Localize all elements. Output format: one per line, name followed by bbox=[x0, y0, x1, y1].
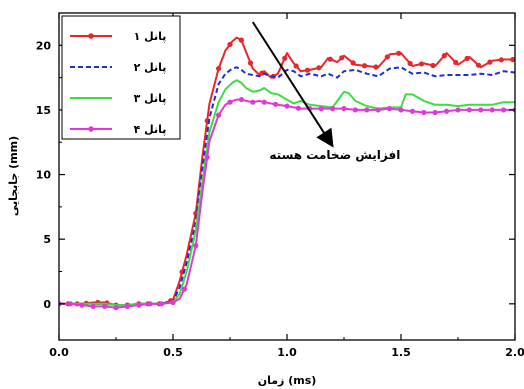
legend-label-2: پانل ۲ bbox=[134, 61, 167, 74]
series-1-point bbox=[464, 55, 470, 62]
series-1-point bbox=[373, 64, 379, 70]
series-4-point bbox=[147, 301, 153, 307]
series-4-point bbox=[364, 107, 370, 113]
series-4-point bbox=[273, 101, 279, 107]
x-tick-label: 1.5 bbox=[391, 346, 411, 359]
series-1-point bbox=[339, 55, 345, 61]
x-tick-label: 0.0 bbox=[49, 346, 69, 359]
x-axis-label: زمان (ms) bbox=[258, 374, 317, 387]
series-4-point bbox=[421, 109, 427, 116]
series-4-point bbox=[489, 107, 495, 113]
series-4-point bbox=[409, 108, 415, 114]
series-1-point bbox=[510, 56, 515, 63]
series-4-point bbox=[432, 109, 438, 116]
series-1-point bbox=[304, 67, 311, 73]
series-1-point bbox=[407, 60, 413, 67]
series-1-point bbox=[487, 59, 493, 65]
series-4-point bbox=[136, 302, 142, 308]
series-4-point bbox=[238, 96, 244, 103]
series-4-point bbox=[227, 99, 233, 105]
series-1-point bbox=[327, 56, 333, 62]
series-4-point bbox=[295, 105, 301, 111]
series-4-point bbox=[181, 286, 187, 292]
series-4-point bbox=[387, 106, 393, 112]
series-4-point bbox=[90, 303, 96, 309]
legend-marker-4 bbox=[88, 126, 94, 132]
series-1-point bbox=[498, 57, 504, 63]
x-tick-label: 2.0 bbox=[505, 346, 524, 359]
y-tick-label: 5 bbox=[43, 233, 51, 246]
series-1-point bbox=[293, 63, 299, 69]
y-tick-label: 0 bbox=[43, 298, 51, 311]
series-4-point bbox=[501, 107, 507, 113]
series-4-point bbox=[444, 108, 450, 114]
series-1-point bbox=[247, 60, 254, 66]
series-4-point bbox=[478, 107, 484, 113]
series-line-2 bbox=[59, 66, 515, 307]
series-4-point bbox=[124, 303, 130, 309]
series-4-point bbox=[284, 103, 290, 109]
series-4-point bbox=[193, 243, 199, 249]
y-axis-label: جابجایی (mm) bbox=[7, 136, 20, 216]
series-4-point bbox=[102, 303, 108, 309]
series-4-point bbox=[330, 106, 336, 112]
legend-label-4: پانل ۴ bbox=[134, 123, 167, 136]
series-1-point bbox=[384, 54, 390, 60]
series-1-point bbox=[430, 62, 436, 69]
series-4-point bbox=[170, 299, 176, 306]
series-1-point bbox=[418, 61, 425, 67]
x-tick-label: 0.5 bbox=[163, 346, 183, 359]
annotation: افزایش ضخامت هسته bbox=[251, 21, 400, 162]
series-1-point bbox=[282, 55, 288, 61]
series-4-point bbox=[79, 302, 85, 308]
series-1-point bbox=[441, 53, 447, 59]
series-1-point bbox=[453, 59, 459, 65]
series-4-point bbox=[318, 106, 324, 112]
series-4-point bbox=[261, 99, 267, 105]
series-1-point bbox=[316, 65, 322, 71]
series-4-point bbox=[250, 99, 256, 105]
legend: پانل ۱ پانل ۲ پانل ۳ پانل ۴ bbox=[61, 15, 181, 140]
legend-marker-1 bbox=[88, 33, 94, 39]
series-4-point bbox=[352, 107, 358, 113]
series-1-point bbox=[475, 62, 482, 68]
series-4-point bbox=[455, 107, 461, 113]
legend-label-1: پانل ۱ bbox=[134, 30, 167, 43]
series-4-point bbox=[398, 107, 404, 113]
legend-label-3: پانل ۳ bbox=[134, 92, 167, 105]
series-4-point bbox=[341, 106, 347, 112]
series-1-point bbox=[238, 37, 244, 43]
series-4-point bbox=[466, 107, 472, 113]
y-tick-label: 20 bbox=[36, 39, 52, 52]
annotation-text: افزایش ضخامت هسته bbox=[269, 148, 400, 162]
series-4-point bbox=[216, 112, 222, 118]
series-4-point bbox=[159, 301, 165, 307]
x-tick-label: 1.0 bbox=[277, 346, 297, 359]
series-4-point bbox=[67, 301, 73, 307]
series-1-point bbox=[216, 65, 222, 72]
series-layer bbox=[59, 36, 515, 311]
series-1-point bbox=[350, 60, 356, 66]
series-1-point bbox=[361, 63, 368, 69]
series-1-point bbox=[396, 50, 402, 56]
y-tick-label: 15 bbox=[36, 104, 51, 117]
series-4-point bbox=[375, 107, 381, 113]
series-4-point bbox=[204, 154, 210, 160]
series-4-point bbox=[113, 305, 119, 311]
y-tick-label: 10 bbox=[36, 169, 52, 182]
series-1-point bbox=[227, 41, 233, 48]
annotation-arrow bbox=[251, 21, 334, 148]
